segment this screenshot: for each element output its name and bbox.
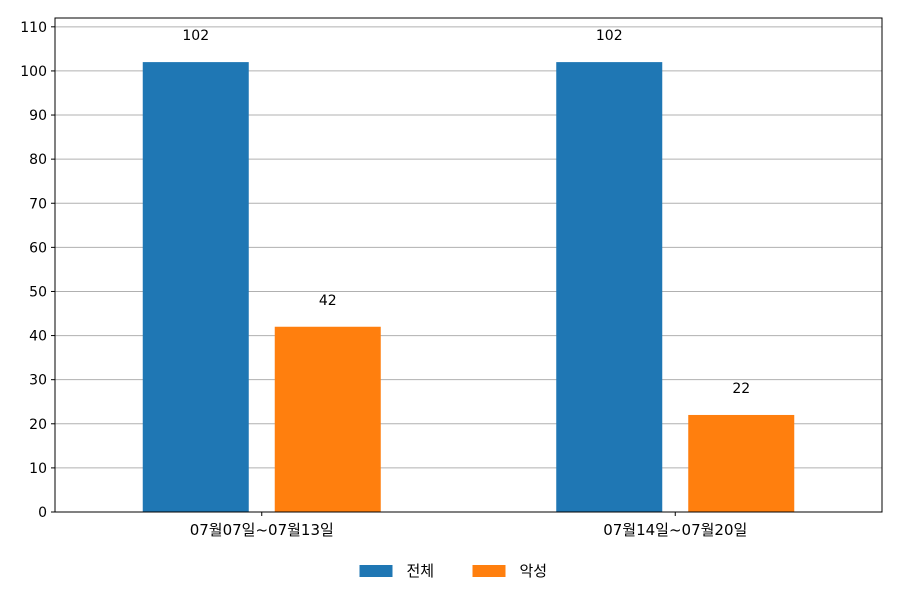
plot-frame xyxy=(54,17,883,513)
x-axis: 07월07일~07월13일 07월14일~07월20일 xyxy=(190,512,747,539)
data-labels: 102 42 102 22 xyxy=(182,28,750,397)
y-tick-label: 60 xyxy=(29,240,47,256)
legend-swatch xyxy=(472,565,506,577)
y-tick-label: 40 xyxy=(29,329,47,345)
data-label: 22 xyxy=(732,381,750,397)
bar xyxy=(688,414,795,512)
y-tick-label: 10 xyxy=(29,461,47,477)
y-tick-label: 20 xyxy=(29,417,47,433)
bars xyxy=(142,62,795,512)
bar xyxy=(274,326,381,512)
y-tick-label: 80 xyxy=(29,152,47,168)
y-tick-label: 110 xyxy=(20,20,47,36)
y-tick-label: 30 xyxy=(29,373,47,389)
y-tick-label: 50 xyxy=(29,284,47,300)
data-label: 102 xyxy=(596,28,623,44)
legend: 전체 악성 xyxy=(359,562,548,580)
y-tick-label: 90 xyxy=(29,108,47,124)
y-axis: 0 10 20 30 40 50 60 70 80 90 100 110 xyxy=(20,20,55,521)
bar xyxy=(142,62,249,512)
y-tick-label: 100 xyxy=(20,64,47,80)
data-label: 102 xyxy=(182,28,209,44)
x-tick-label: 07월07일~07월13일 xyxy=(190,521,334,539)
legend-label: 전체 xyxy=(407,562,435,580)
data-label: 42 xyxy=(319,293,337,309)
y-tick-label: 0 xyxy=(38,505,47,521)
x-tick-label: 07월14일~07월20일 xyxy=(603,521,747,539)
legend-label: 악성 xyxy=(520,562,548,580)
legend-swatch xyxy=(359,565,393,577)
bar xyxy=(556,62,663,512)
y-tick-label: 70 xyxy=(29,196,47,212)
